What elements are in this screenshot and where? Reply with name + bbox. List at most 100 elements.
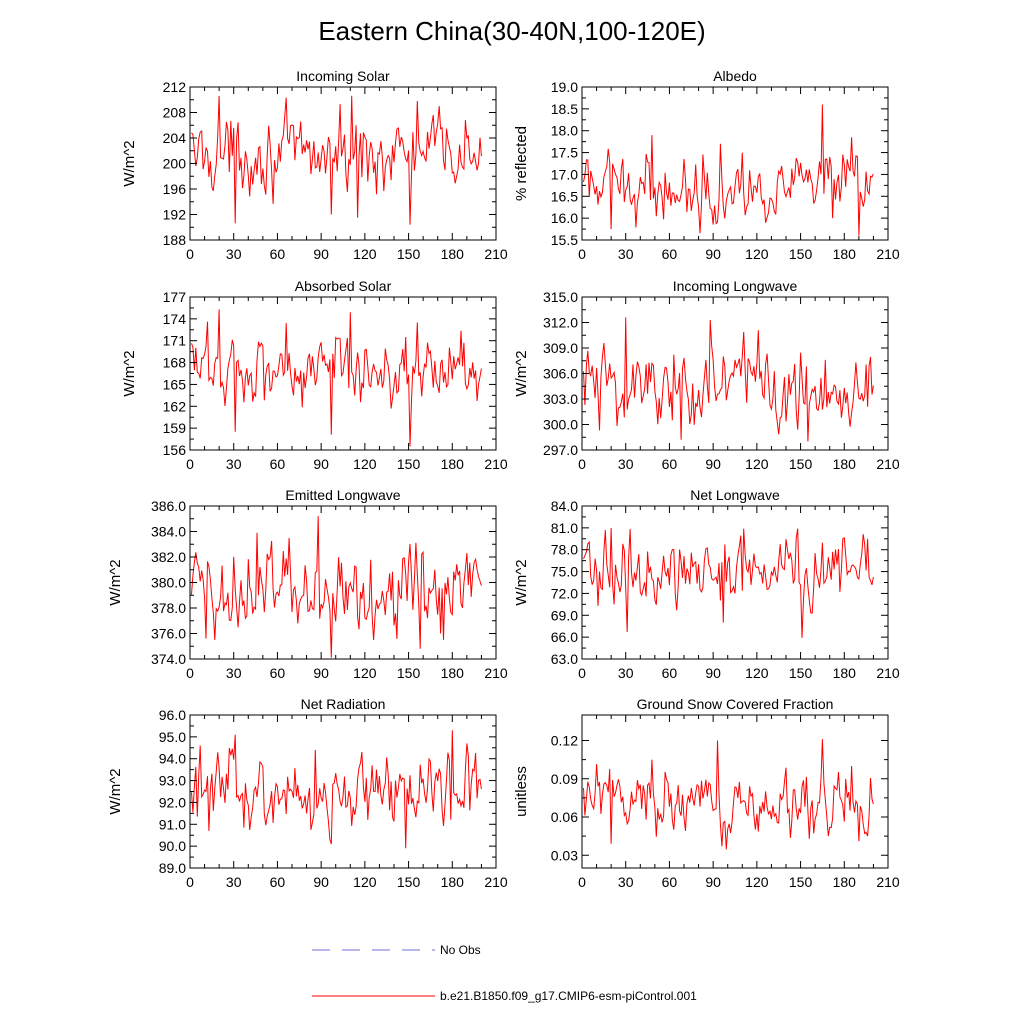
x-tick-label: 210	[876, 246, 900, 262]
y-tick-label: 306.0	[543, 366, 578, 382]
y-tick-label: 89.0	[159, 860, 186, 876]
y-tick-label: 162	[163, 398, 187, 414]
x-tick-label: 180	[833, 456, 857, 472]
x-tick-label: 90	[705, 246, 721, 262]
panel-title: Absorbed Solar	[295, 278, 392, 294]
x-tick-label: 60	[662, 456, 678, 472]
panel-albedo: Albedo % reflected 0 30 60 90 120 150 180 210 15.5…	[513, 68, 900, 262]
y-tick-label: 378.0	[151, 600, 186, 616]
y-tick-label: 208	[163, 105, 187, 121]
series-line	[191, 730, 482, 849]
y-axis-label: unitless	[513, 766, 530, 817]
series-line	[191, 516, 482, 658]
y-tick-label: 16.0	[551, 210, 578, 226]
series-line	[583, 739, 874, 850]
y-tick-label: 303.0	[543, 391, 578, 407]
x-tick-label: 30	[226, 246, 242, 262]
y-tick-label: 69.0	[551, 607, 578, 623]
x-tick-label: 0	[578, 246, 586, 262]
x-tick-label: 180	[833, 874, 857, 890]
x-tick-label: 30	[618, 246, 634, 262]
x-tick-label: 0	[186, 665, 194, 681]
x-tick-label: 60	[270, 246, 286, 262]
x-tick-label: 90	[313, 665, 329, 681]
y-tick-label: 315.0	[543, 289, 578, 305]
y-tick-label: 382.0	[151, 549, 186, 565]
y-tick-label: 66.0	[551, 629, 578, 645]
y-tick-label: 17.0	[551, 166, 578, 182]
x-tick-label: 150	[397, 874, 421, 890]
plot-frame	[189, 505, 497, 660]
x-tick-label: 60	[662, 874, 678, 890]
x-tick-label: 120	[353, 246, 377, 262]
y-tick-label: 200	[163, 156, 187, 172]
x-tick-label: 120	[745, 665, 769, 681]
y-tick-label: 95.0	[159, 729, 186, 745]
panel-title: Emitted Longwave	[285, 487, 400, 503]
x-tick-label: 60	[662, 246, 678, 262]
y-axis-label: W/m^2	[513, 350, 530, 396]
x-tick-label: 150	[789, 456, 813, 472]
y-tick-label: 91.0	[159, 816, 186, 832]
x-tick-label: 90	[705, 665, 721, 681]
y-tick-label: 165	[163, 376, 187, 392]
x-tick-label: 90	[705, 456, 721, 472]
y-tick-label: 63.0	[551, 651, 578, 667]
y-axis-label: W/m^2	[513, 559, 530, 605]
x-tick-label: 0	[186, 246, 194, 262]
y-tick-label: 300.0	[543, 417, 578, 433]
y-tick-label: 0.12	[551, 733, 578, 749]
x-tick-label: 210	[484, 246, 508, 262]
y-tick-label: 78.0	[551, 542, 578, 558]
legend-label-model: b.e21.B1850.f09_g17.CMIP6-esm-piControl.…	[440, 989, 697, 1003]
y-tick-label: 16.5	[551, 188, 578, 204]
x-tick-label: 180	[441, 456, 465, 472]
y-tick-label: 0.03	[551, 847, 578, 863]
x-tick-label: 180	[441, 874, 465, 890]
y-tick-label: 18.0	[551, 123, 578, 139]
panel-incoming-longwave: Incoming Longwave W/m^2 0 30 60 90 120 150 180 21…	[513, 278, 900, 472]
y-tick-label: 312.0	[543, 315, 578, 331]
y-axis-label: W/m^2	[107, 768, 124, 814]
panel-emitted-longwave: Emitted Longwave W/m^2 0 30 60 90 120 150 180 210…	[107, 487, 508, 681]
y-tick-label: 81.0	[551, 520, 578, 536]
x-tick-label: 0	[578, 665, 586, 681]
plot-frame	[581, 714, 889, 869]
y-tick-label: 309.0	[543, 340, 578, 356]
x-tick-label: 150	[789, 246, 813, 262]
x-tick-label: 90	[705, 874, 721, 890]
x-tick-label: 180	[833, 246, 857, 262]
series-line	[191, 95, 482, 225]
panels: Incoming Solar W/m^2 0 30 60 90 120 150 180 210 18…	[107, 68, 900, 890]
legend: No Obs b.e21.B1850.f09_g17.CMIP6-esm-piC…	[312, 943, 697, 1003]
y-tick-label: 0.06	[551, 809, 578, 825]
panel-title: Albedo	[713, 68, 757, 84]
x-tick-label: 30	[618, 874, 634, 890]
x-tick-label: 150	[397, 246, 421, 262]
y-tick-label: 17.5	[551, 145, 578, 161]
y-tick-label: 212	[163, 79, 187, 95]
x-tick-label: 60	[270, 456, 286, 472]
x-tick-label: 90	[313, 246, 329, 262]
y-tick-label: 376.0	[151, 626, 186, 642]
panel-absorbed-solar: Absorbed Solar W/m^2 0 30 60 90 120 150 180 210 15…	[121, 278, 508, 472]
x-tick-label: 180	[441, 246, 465, 262]
y-tick-label: 174	[163, 311, 187, 327]
figure-title: Eastern China(30-40N,100-120E)	[318, 16, 705, 46]
x-tick-label: 180	[441, 665, 465, 681]
x-tick-label: 30	[618, 456, 634, 472]
y-tick-label: 188	[163, 232, 187, 248]
x-tick-label: 0	[578, 874, 586, 890]
x-tick-label: 120	[353, 456, 377, 472]
y-tick-label: 19.0	[551, 79, 578, 95]
x-tick-label: 60	[662, 665, 678, 681]
y-tick-label: 204	[163, 130, 187, 146]
y-tick-label: 159	[163, 420, 187, 436]
x-tick-label: 90	[313, 874, 329, 890]
panel-title: Ground Snow Covered Fraction	[637, 696, 834, 712]
y-tick-label: 96.0	[159, 707, 186, 723]
y-tick-label: 18.5	[551, 101, 578, 117]
panel-title: Net Radiation	[301, 696, 386, 712]
x-tick-label: 0	[186, 874, 194, 890]
